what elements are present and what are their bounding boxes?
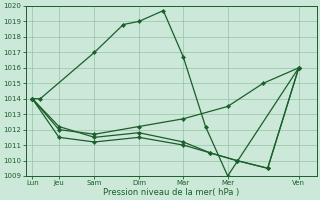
X-axis label: Pression niveau de la mer( hPa ): Pression niveau de la mer( hPa )	[103, 188, 239, 197]
